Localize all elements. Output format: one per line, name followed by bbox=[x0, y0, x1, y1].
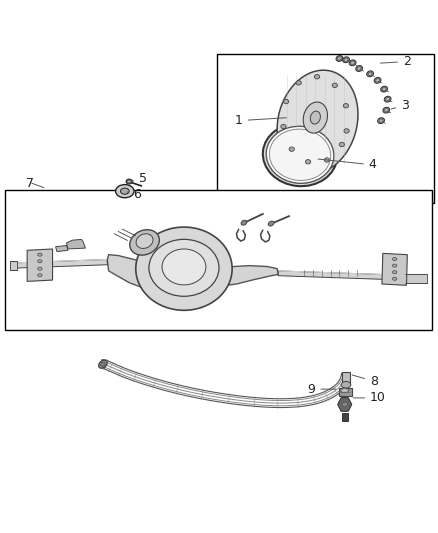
Ellipse shape bbox=[382, 87, 386, 91]
Ellipse shape bbox=[357, 67, 361, 70]
Ellipse shape bbox=[269, 129, 331, 181]
Ellipse shape bbox=[392, 271, 397, 274]
Bar bbox=[5, 190, 432, 330]
Ellipse shape bbox=[378, 118, 385, 124]
Bar bbox=[342, 413, 348, 421]
Ellipse shape bbox=[392, 264, 397, 267]
Polygon shape bbox=[382, 253, 407, 285]
Ellipse shape bbox=[277, 70, 358, 174]
Ellipse shape bbox=[296, 80, 301, 85]
Ellipse shape bbox=[338, 57, 341, 60]
Text: 4: 4 bbox=[318, 158, 377, 172]
Ellipse shape bbox=[126, 179, 132, 184]
Ellipse shape bbox=[332, 83, 337, 87]
Ellipse shape bbox=[336, 55, 343, 61]
Ellipse shape bbox=[289, 147, 294, 151]
Ellipse shape bbox=[38, 260, 42, 263]
Ellipse shape bbox=[385, 109, 388, 112]
Polygon shape bbox=[278, 271, 392, 280]
Ellipse shape bbox=[344, 129, 349, 133]
Ellipse shape bbox=[263, 124, 337, 186]
Polygon shape bbox=[107, 255, 278, 290]
Ellipse shape bbox=[136, 227, 232, 310]
Polygon shape bbox=[56, 246, 68, 252]
Ellipse shape bbox=[343, 103, 349, 108]
Ellipse shape bbox=[241, 220, 247, 225]
Ellipse shape bbox=[349, 60, 356, 66]
Ellipse shape bbox=[367, 71, 374, 77]
Ellipse shape bbox=[343, 57, 350, 63]
Bar bbox=[217, 54, 434, 203]
Polygon shape bbox=[338, 398, 352, 411]
Ellipse shape bbox=[342, 402, 347, 407]
Ellipse shape bbox=[341, 388, 349, 393]
Text: 10: 10 bbox=[353, 391, 386, 405]
Ellipse shape bbox=[351, 61, 354, 64]
Ellipse shape bbox=[268, 221, 274, 226]
Ellipse shape bbox=[303, 102, 328, 133]
Ellipse shape bbox=[120, 188, 129, 194]
Ellipse shape bbox=[381, 86, 388, 92]
Ellipse shape bbox=[281, 124, 286, 128]
Ellipse shape bbox=[324, 158, 329, 162]
Ellipse shape bbox=[162, 249, 206, 285]
Polygon shape bbox=[27, 249, 53, 281]
Ellipse shape bbox=[376, 79, 379, 82]
Ellipse shape bbox=[38, 267, 42, 270]
Text: 3: 3 bbox=[391, 99, 409, 112]
Bar bbox=[339, 388, 352, 395]
Text: 9: 9 bbox=[307, 383, 336, 395]
Ellipse shape bbox=[101, 362, 105, 366]
Ellipse shape bbox=[38, 274, 42, 277]
Ellipse shape bbox=[127, 180, 131, 183]
Polygon shape bbox=[11, 260, 107, 268]
Ellipse shape bbox=[314, 75, 320, 79]
Ellipse shape bbox=[383, 107, 390, 113]
Ellipse shape bbox=[310, 111, 321, 124]
Text: 6: 6 bbox=[127, 188, 141, 201]
Ellipse shape bbox=[341, 382, 351, 388]
Ellipse shape bbox=[392, 257, 397, 261]
Ellipse shape bbox=[356, 66, 363, 71]
Ellipse shape bbox=[344, 58, 348, 61]
Ellipse shape bbox=[149, 239, 219, 296]
Ellipse shape bbox=[386, 98, 389, 101]
Ellipse shape bbox=[339, 142, 344, 147]
Ellipse shape bbox=[374, 77, 381, 83]
Text: 2: 2 bbox=[380, 55, 411, 68]
Ellipse shape bbox=[368, 72, 372, 75]
Ellipse shape bbox=[116, 184, 134, 198]
Text: 5: 5 bbox=[133, 172, 147, 185]
Ellipse shape bbox=[384, 96, 391, 102]
Bar bbox=[405, 274, 427, 283]
Ellipse shape bbox=[130, 230, 159, 255]
Polygon shape bbox=[67, 239, 85, 249]
Text: 8: 8 bbox=[352, 375, 378, 387]
Ellipse shape bbox=[136, 234, 153, 248]
Ellipse shape bbox=[266, 126, 334, 183]
Ellipse shape bbox=[392, 277, 397, 280]
Ellipse shape bbox=[283, 99, 289, 104]
Ellipse shape bbox=[379, 119, 383, 122]
Bar bbox=[342, 373, 350, 383]
Ellipse shape bbox=[99, 360, 107, 368]
Text: 7: 7 bbox=[26, 177, 34, 190]
Text: 1: 1 bbox=[235, 114, 286, 127]
Bar bbox=[10, 261, 17, 270]
Ellipse shape bbox=[305, 159, 311, 164]
Ellipse shape bbox=[38, 253, 42, 256]
